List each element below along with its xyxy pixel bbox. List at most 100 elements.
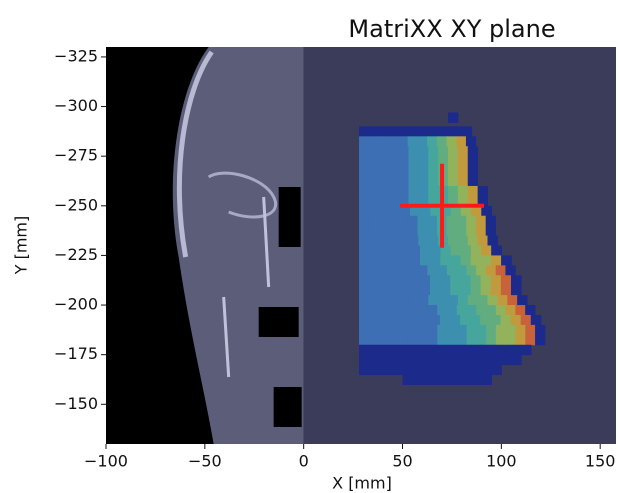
dose-cell (506, 335, 516, 345)
dose-cell (428, 146, 438, 156)
dose-cell (486, 335, 496, 345)
dose-cell (408, 295, 418, 305)
dose-cell (388, 136, 398, 146)
dose-cell (481, 365, 492, 375)
dose-cell (517, 295, 527, 305)
dose-cell (379, 335, 389, 345)
dose-cell (451, 126, 462, 136)
dose-cell (496, 305, 506, 315)
dose-cell (389, 236, 399, 246)
dose-cell (427, 335, 437, 345)
dose-cell (398, 305, 408, 315)
dose-cell (440, 345, 451, 355)
dose-cell (431, 126, 442, 136)
dose-cell (408, 265, 418, 275)
dose-cell (468, 176, 478, 186)
dose-cell (389, 285, 400, 295)
dose-cell (440, 365, 451, 375)
dose-cell (447, 335, 457, 345)
dose-cell (438, 295, 448, 305)
dose-cell (359, 285, 370, 295)
dose-cell (400, 275, 411, 285)
dose-cell (390, 206, 401, 216)
x-tick-label: 150 (585, 452, 616, 471)
dose-cell (467, 305, 477, 315)
dose-cell (447, 216, 457, 226)
dose-cell (511, 345, 522, 355)
dose-cell (450, 255, 461, 265)
dose-cell (451, 246, 462, 256)
dose-cell (420, 275, 431, 285)
dose-cell (446, 136, 456, 146)
dose-cell (408, 156, 418, 166)
dose-cell (457, 325, 467, 335)
dose-cell (440, 315, 451, 325)
dose-cell (389, 345, 400, 355)
dose-cell (420, 345, 431, 355)
dose-cell (418, 335, 428, 345)
dose-cell (388, 216, 398, 226)
dose-cell (440, 275, 451, 285)
dose-cell (400, 365, 411, 375)
dose-cell (458, 146, 468, 156)
dose-cell (400, 355, 411, 365)
dose-cell (430, 345, 441, 355)
dose-cell (408, 186, 418, 196)
dose-cell (379, 285, 390, 295)
dose-cell (476, 216, 486, 226)
dose-cell (511, 285, 522, 295)
dose-cell (448, 236, 458, 246)
dose-cell (359, 126, 370, 136)
dose-cell (359, 325, 369, 335)
dose-cell (438, 146, 448, 156)
dose-cell (379, 226, 389, 236)
dose-cell (456, 216, 466, 226)
dose-cell (468, 295, 478, 305)
dose-cell (450, 285, 461, 295)
dose-cell (359, 295, 369, 305)
dose-cell (456, 226, 466, 236)
dose-cell (482, 375, 492, 385)
dose-cell (460, 275, 471, 285)
dose-cell (369, 355, 380, 365)
dose-cell (457, 265, 467, 275)
y-tick-label: −175 (54, 344, 98, 363)
dose-cell (408, 226, 418, 236)
dose-cell (430, 255, 441, 265)
dose-cell (379, 216, 389, 226)
dose-cell (359, 196, 369, 206)
dose-cell (379, 355, 390, 365)
dose-cell (418, 186, 428, 196)
dose-cell (369, 126, 380, 136)
dose-cell (379, 236, 389, 246)
dose-cell (430, 365, 441, 375)
dose-cell (486, 265, 496, 275)
dose-cell (501, 355, 512, 365)
dose-cell (379, 156, 389, 166)
dose-cell (476, 305, 486, 315)
dose-cell (427, 136, 437, 146)
dose-cell (428, 236, 438, 246)
dose-cell (427, 325, 437, 335)
dose-cell (458, 176, 468, 186)
dose-cell (461, 126, 472, 136)
dose-cell (428, 166, 438, 176)
dose-cell (420, 126, 431, 136)
dose-cell (501, 255, 512, 265)
dose-cell (379, 206, 390, 216)
dose-cell (427, 305, 437, 315)
dose-cell (478, 236, 488, 246)
dose-cell (470, 275, 481, 285)
dose-cell (418, 236, 428, 246)
dose-cell (428, 176, 438, 186)
dose-cell (369, 315, 380, 325)
dose-cell (470, 315, 481, 325)
dose-cell (450, 275, 461, 285)
dose-cell (481, 355, 492, 365)
dose-cell (491, 255, 502, 265)
dose-cell (432, 375, 442, 385)
dose-cell (380, 126, 391, 136)
dose-cell (486, 325, 496, 335)
y-tick-label: −150 (54, 394, 98, 413)
dose-cell (500, 315, 511, 325)
